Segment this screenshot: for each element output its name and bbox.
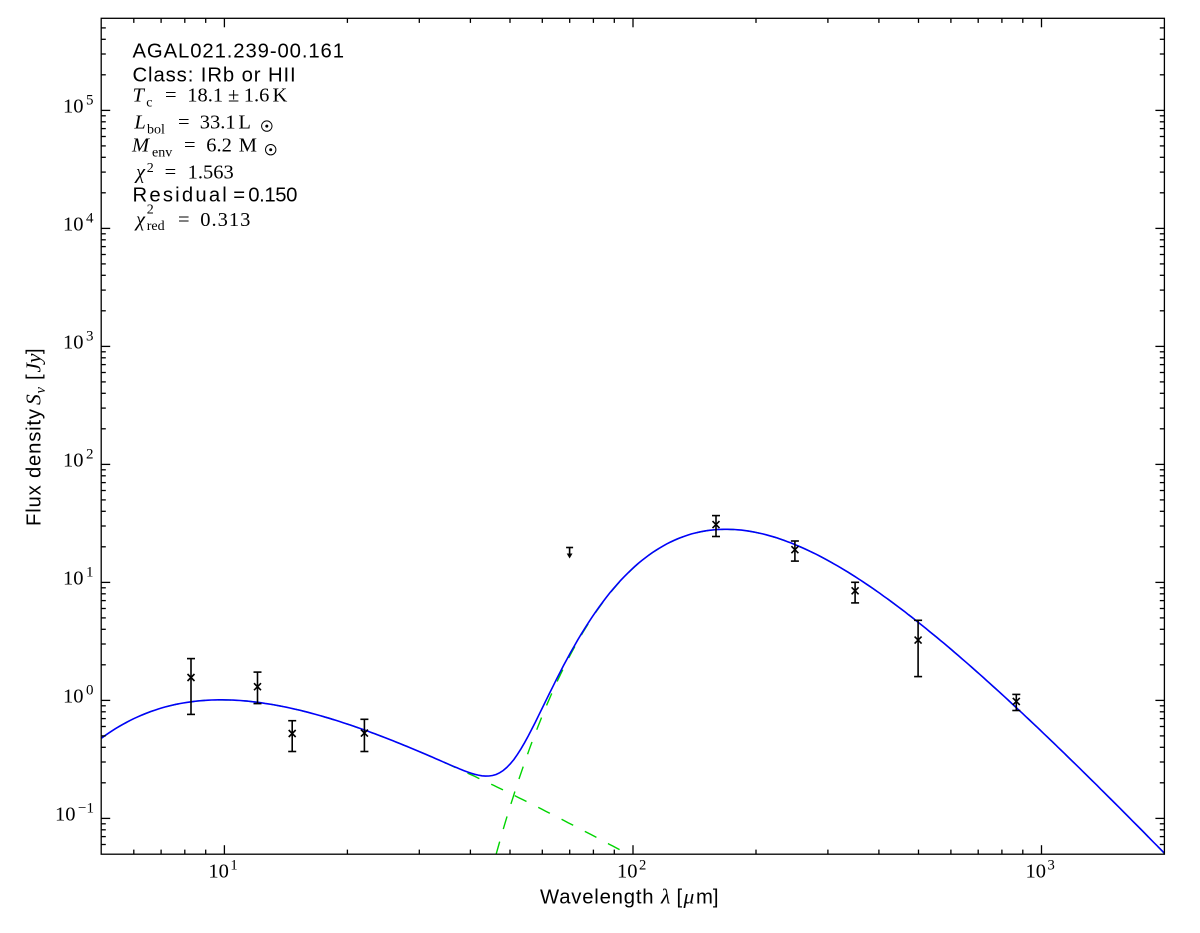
svg-text:χ: χ — [134, 209, 146, 231]
svg-text:χ: χ — [134, 161, 146, 183]
svg-text:T: T — [133, 85, 146, 107]
svg-text:Class: IRb or HII: Class: IRb or HII — [133, 64, 297, 86]
svg-text:1.563: 1.563 — [188, 161, 234, 183]
svg-text:0.150: 0.150 — [248, 185, 297, 207]
svg-text:33.1: 33.1 — [200, 112, 236, 134]
svg-text:=: = — [184, 135, 196, 157]
svg-text:λ: λ — [660, 885, 670, 909]
svg-text:ν: ν — [33, 387, 49, 394]
svg-text:0.313: 0.313 — [200, 209, 251, 231]
svg-text:103: 10 3 — [1026, 857, 1055, 882]
svg-text:L: L — [133, 112, 145, 134]
svg-text:2: 2 — [147, 203, 154, 218]
svg-text:K: K — [273, 85, 288, 107]
svg-text:=: = — [165, 85, 177, 107]
svg-text:=: = — [178, 209, 190, 231]
svg-text:μ: μ — [683, 885, 695, 909]
svg-text:AGAL021.239-00.161: AGAL021.239-00.161 — [133, 41, 345, 63]
svg-text:red: red — [147, 219, 165, 234]
svg-text:M: M — [131, 135, 151, 157]
svg-text:Wavelength: Wavelength — [540, 887, 654, 909]
svg-text:±: ± — [228, 85, 239, 107]
svg-text:S: S — [22, 394, 46, 405]
svg-text:Residual: Residual — [133, 185, 230, 207]
svg-text:6.2: 6.2 — [206, 135, 232, 157]
svg-text:bol: bol — [147, 122, 165, 137]
svg-text:[: [ — [24, 374, 46, 380]
svg-text:L: L — [238, 112, 251, 134]
svg-text:M: M — [239, 135, 257, 157]
svg-text:Flux density: Flux density — [24, 408, 46, 526]
svg-text:=: = — [165, 161, 177, 183]
svg-text:[: [ — [677, 887, 683, 909]
svg-text:2: 2 — [147, 161, 154, 176]
svg-text:m]: m] — [696, 887, 719, 909]
svg-text:env: env — [152, 145, 172, 160]
svg-text:=: = — [178, 112, 190, 134]
svg-text:]: ] — [24, 348, 46, 354]
svg-text:18.1: 18.1 — [187, 85, 223, 107]
svg-text:Jy: Jy — [22, 353, 46, 373]
svg-text:c: c — [146, 96, 152, 111]
svg-text:1.6: 1.6 — [244, 85, 270, 107]
svg-text:=: = — [233, 185, 245, 207]
